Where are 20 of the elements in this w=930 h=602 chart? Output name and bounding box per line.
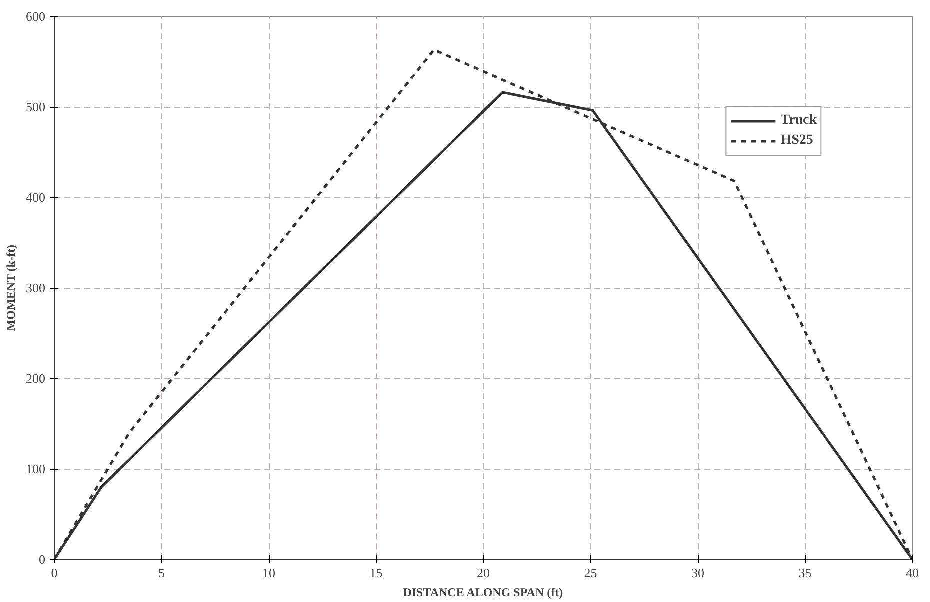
y-tick-label: 200 <box>26 371 46 386</box>
x-tick-label: 0 <box>51 566 58 580</box>
x-axis-title: DISTANCE ALONG SPAN (ft) <box>403 586 564 600</box>
x-tick-label: 20 <box>477 566 490 580</box>
x-tick-label: 5 <box>158 566 165 580</box>
x-tick-label: 30 <box>692 566 704 580</box>
y-tick-label: 400 <box>26 190 46 205</box>
y-tick-label: 500 <box>26 100 46 114</box>
legend-label: Truck <box>780 113 817 129</box>
x-tick-label: 15 <box>370 566 383 580</box>
y-tick-label: 300 <box>26 280 46 296</box>
x-tick-label: 25 <box>584 566 598 580</box>
x-tick-label: 40 <box>906 566 919 580</box>
x-tick-label: 35 <box>798 566 812 580</box>
y-tick-label: 0 <box>39 552 46 567</box>
x-tick-label: 10 <box>262 566 276 580</box>
legend-label: HS25 <box>780 133 814 149</box>
y-axis-title: MOMENT (k-ft) <box>4 245 18 332</box>
y-tick-label: 600 <box>26 9 46 24</box>
y-tick-label: 100 <box>26 462 46 476</box>
